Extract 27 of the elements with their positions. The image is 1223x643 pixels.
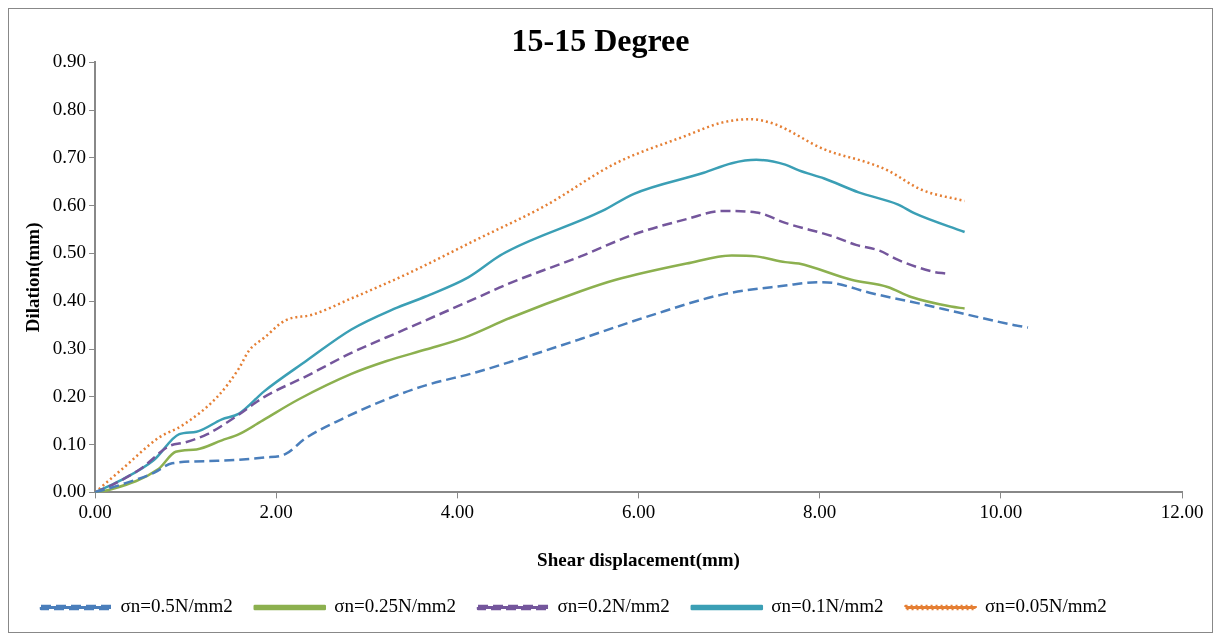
y-tick-label: 0.30 [52, 337, 87, 359]
x-tick-label: 4.00 [440, 500, 474, 522]
y-tick-label: 0.80 [52, 98, 87, 120]
legend-label: σn=0.05N/mm2 [985, 595, 1107, 617]
y-tick-label: 0.60 [52, 193, 87, 215]
x-axis-title: Shear displacement(mm) [537, 548, 740, 571]
y-tick-label: 0.40 [52, 289, 87, 311]
legend-label: σn=0.1N/mm2 [771, 595, 884, 617]
y-tick-label: 0.50 [52, 241, 87, 263]
legend-label: σn=0.5N/mm2 [120, 595, 233, 617]
y-tick-label: 0.10 [52, 432, 87, 454]
y-tick-label: 0.20 [52, 384, 87, 406]
y-tick-label: 0.00 [52, 480, 87, 502]
line-series [95, 209, 948, 493]
legend-label: σn=0.2N/mm2 [557, 595, 670, 617]
y-axis-title: Dilation(mm) [22, 222, 45, 333]
y-tick-label: 0.90 [52, 50, 87, 72]
x-tick-label: 6.00 [621, 500, 656, 522]
x-tick-label: 8.00 [803, 500, 837, 522]
line-series [95, 280, 1030, 493]
x-tick-label: 2.00 [259, 500, 293, 522]
y-tick-label: 0.70 [52, 145, 87, 167]
legend-label: σn=0.25N/mm2 [334, 595, 457, 617]
x-tick-label: 10.00 [979, 500, 1023, 522]
chart-title: 15-15 Degree [511, 22, 690, 59]
x-tick-label: 0.00 [78, 500, 112, 522]
x-tick-label: 12.00 [1160, 500, 1204, 522]
